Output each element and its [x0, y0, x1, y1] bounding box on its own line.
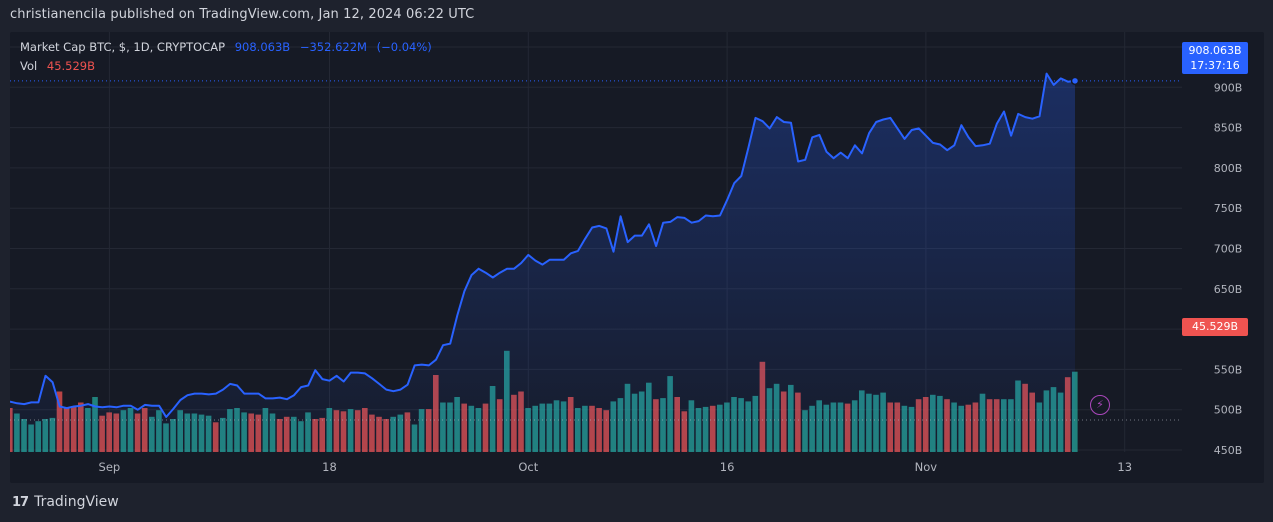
x-tick-label: Nov [915, 460, 938, 474]
y-tick-label: 650B [1214, 283, 1243, 296]
footer-brand[interactable]: 17 TradingView [12, 494, 119, 510]
x-tick-label: 13 [1117, 460, 1132, 474]
last-price-marker [1070, 76, 1080, 86]
last-value: 908.063B [234, 40, 291, 54]
market-cap-line [10, 72, 1076, 418]
x-tick-label: 18 [322, 460, 337, 474]
y-tick-label: 750B [1214, 202, 1243, 215]
change-value: −352.622M [299, 40, 367, 54]
volume-label: Vol [20, 59, 38, 73]
y-tick-label: 450B [1214, 444, 1243, 457]
symbol-label: Market Cap BTC, $, 1D, CRYPTOCAP [20, 40, 226, 54]
area-fill [10, 73, 1075, 452]
publisher-caption: christianencila published on TradingView… [10, 7, 475, 22]
y-tick-label: 850B [1214, 122, 1243, 135]
lightning-icon[interactable]: ⚡ [1090, 395, 1110, 415]
change-percent: (−0.04%) [376, 40, 432, 54]
chart-legend: Market Cap BTC, $, 1D, CRYPTOCAP 908.063… [20, 38, 432, 76]
tradingview-logo-icon: 17 [12, 494, 29, 510]
x-tick-label: Oct [518, 460, 538, 474]
price-chart[interactable]: 950B900B850B800B750B700B650B600B550B500B… [10, 32, 1264, 483]
x-tick-label: Sep [99, 460, 121, 474]
price-badge: 908.063B 17:37:16 [1182, 42, 1248, 74]
y-tick-label: 900B [1214, 81, 1243, 94]
y-tick-label: 700B [1214, 243, 1243, 256]
y-tick-label: 500B [1214, 404, 1243, 417]
y-axis: 950B900B850B800B750B700B650B600B550B500B… [1214, 41, 1243, 457]
x-tick-label: 16 [720, 460, 735, 474]
y-tick-label: 550B [1214, 363, 1243, 376]
chart-panel[interactable]: 950B900B850B800B750B700B650B600B550B500B… [10, 32, 1264, 483]
x-axis: Sep18Oct16Nov13Dec18202415 [99, 460, 1132, 474]
price-badge-value: 908.063B [1188, 44, 1242, 57]
countdown-timer: 17:37:16 [1190, 59, 1240, 72]
volume-badge: 45.529B [1182, 318, 1248, 336]
brand-name: TradingView [34, 494, 119, 510]
y-tick-label: 800B [1214, 162, 1243, 175]
volume-value: 45.529B [46, 59, 96, 73]
